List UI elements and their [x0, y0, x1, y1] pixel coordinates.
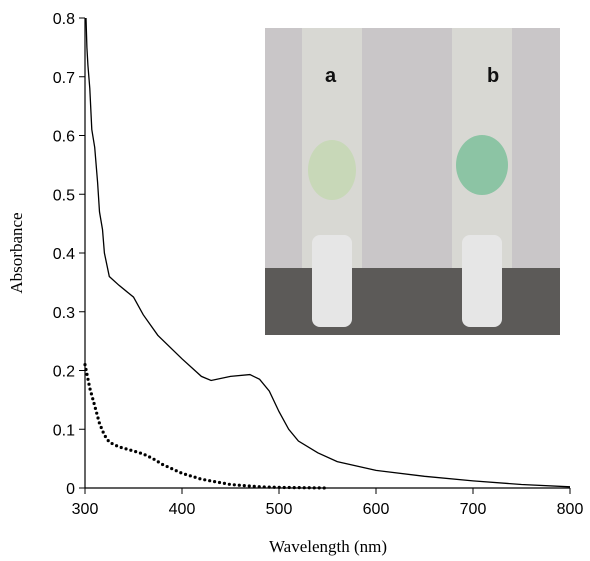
series-line [85, 17, 571, 488]
inset-photo: a b [265, 28, 560, 335]
tube-a-tip [312, 235, 352, 327]
y-tick-label: 0.1 [53, 422, 75, 439]
y-tick-label: 0.5 [53, 187, 75, 204]
x-tick-label: 400 [169, 501, 196, 518]
x-tick-label: 500 [266, 501, 293, 518]
y-tick-label: 0 [66, 481, 75, 498]
y-tick-label: 0.6 [53, 129, 75, 146]
tube-a-stain [308, 140, 356, 200]
tube-b-tip [462, 235, 502, 327]
photo-bench [265, 268, 560, 335]
y-tick-label: 0.3 [53, 305, 75, 322]
x-tick-label: 600 [363, 501, 390, 518]
x-tick-label: 800 [557, 501, 584, 518]
series-line [83, 363, 330, 490]
y-tick-label: 0.2 [53, 364, 75, 381]
x-axis-label: Wavelength (nm) [269, 537, 387, 556]
y-axis-label: Absorbance [7, 212, 26, 293]
x-tick-label: 300 [72, 501, 99, 518]
y-tick-label: 0.4 [53, 246, 75, 263]
x-tick-label: 700 [460, 501, 487, 518]
annotation: b [487, 65, 499, 87]
y-tick-label: 0.7 [53, 70, 75, 87]
annotation: a [325, 65, 337, 87]
y-tick-label: 0.8 [53, 11, 75, 28]
tube-b-stain [456, 135, 508, 195]
